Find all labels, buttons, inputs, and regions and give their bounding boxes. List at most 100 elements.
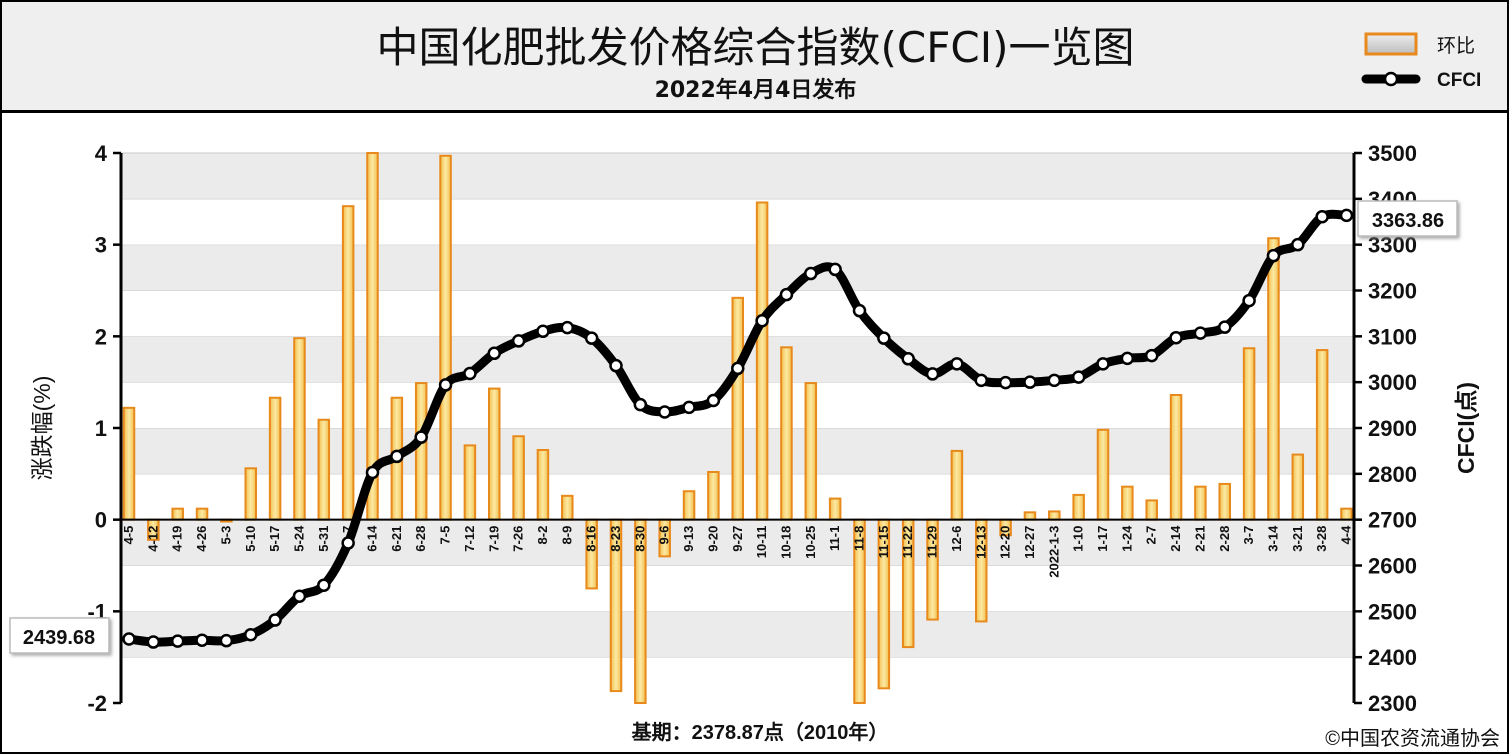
grid-band [121,519,1354,566]
y-right-axis-title: CFCI(点) [1453,382,1479,474]
y-right-tick-label: 3200 [1368,279,1417,304]
cfci-point [244,627,258,642]
bar-series [122,152,1353,705]
bar [780,346,793,521]
legend: 环比 CFCI [1361,32,1481,91]
x-tick-label: 3-14 [1265,525,1280,552]
x-tick-label: 1-17 [1095,526,1110,552]
cfci-point [828,262,842,277]
x-tick-label: 8-9 [559,526,574,545]
cfci-point [1071,370,1086,384]
x-tick-label: 9-27 [730,526,745,552]
x-tick-label: 8-30 [632,526,647,552]
cfci-point [560,320,575,335]
cfci-point [1291,237,1305,252]
legend-bar-swatch [1364,32,1418,56]
bar [1340,507,1353,521]
y-left-tick-label: -2 [87,691,107,716]
bar [488,387,501,521]
bar [1218,482,1231,521]
x-tick-label: 6-21 [389,526,404,552]
bar [1145,499,1158,521]
cfci-point [122,632,136,646]
bar [561,494,574,521]
cfci-point [950,357,964,371]
y-right-tick-label: 2900 [1368,416,1417,441]
y-right-tick-label: 3000 [1368,370,1417,395]
x-tick-label: 1-24 [1119,525,1134,552]
x-tick-label: 10-18 [778,526,793,559]
bar [512,435,525,521]
y-right-tick-label: 2600 [1368,554,1417,579]
cfci-point [609,358,623,373]
bar [731,296,744,521]
cfci-point [511,334,526,348]
bar [122,406,136,521]
cfci-point [170,634,185,648]
cfci-point [1144,348,1159,363]
x-tick-label: 2-21 [1192,526,1207,552]
cfci-point [341,536,355,550]
cfci-point [998,375,1013,390]
bar [536,449,550,521]
start-annotation-label: 2439.68 [23,627,95,649]
cfci-point [1120,351,1135,366]
x-tick-label: 4-19 [170,526,185,552]
y-right-tick-label: 3100 [1368,324,1417,349]
y-right-tick-label: 3300 [1368,233,1417,258]
copyright-note: ©中国农资流通协会 [1325,727,1500,750]
cfci-point [657,405,672,419]
cfci-point [195,633,209,647]
x-tick-label: 11-1 [827,526,842,551]
x-tick-label: 12-20 [998,526,1013,559]
bar [317,418,331,521]
y-right-tick-label: 2800 [1368,462,1417,487]
x-tick-label: 10-25 [803,526,818,559]
x-tick-label: 1-10 [1071,526,1086,552]
bar [1023,511,1037,521]
cfci-point [925,367,940,381]
legend-bar-label: 环比 [1437,35,1475,57]
y-left-tick-label: 0 [95,508,107,533]
x-tick-label: 6-14 [365,525,380,552]
start-annotation-box [9,617,110,654]
x-tick-label: 2022-1-3 [1046,526,1061,578]
y-left-tick-label: 4 [95,141,108,166]
cfci-point [1193,326,1208,340]
cfci-point [268,613,282,627]
x-tick-label: 9-20 [705,526,720,552]
cfci-point [317,578,331,592]
x-tick-label: 4-26 [194,526,209,552]
x-tick-label: 5-17 [267,526,282,552]
grid-band [121,611,1354,658]
cfci-point [706,393,721,408]
cfci-point [219,633,234,648]
bar [682,490,696,521]
bar [755,201,769,521]
x-tick-label: 7-5 [438,526,453,545]
cfci-point [438,378,453,392]
y-right-tick-label: 3500 [1368,141,1417,166]
grid-band [121,198,1354,245]
bar [1121,485,1134,521]
x-tick-label: 9-6 [657,526,672,545]
x-tick-label: 6-28 [413,526,428,552]
cfci-point [1266,248,1281,263]
x-tick-label: 7-12 [462,526,477,552]
y-right-tick-label: 2400 [1368,645,1417,670]
x-tick-label: 3-28 [1314,526,1329,552]
y-left-tick-label: 3 [95,233,107,258]
bar [1194,485,1207,521]
bar [171,507,184,521]
legend-line-label: CFCI [1437,70,1481,91]
y-left-axis-title: 涨跌幅(%) [29,376,55,481]
grid-bands [121,152,1354,703]
cfci-point [1218,320,1232,334]
bar [950,449,964,521]
x-tick-label: 5-31 [316,526,331,552]
x-tick-label: 4-4 [1339,525,1354,545]
cfci-point [804,266,818,281]
cfci-point [536,324,550,339]
x-tick-label: 9-13 [681,526,696,552]
cfci-point [731,361,745,376]
